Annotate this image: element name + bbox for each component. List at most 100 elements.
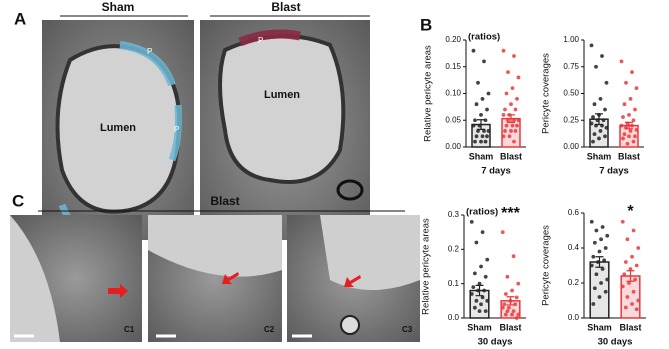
data-point xyxy=(472,305,477,310)
micrograph-sham xyxy=(42,20,194,240)
data-point xyxy=(485,298,490,303)
data-point xyxy=(597,295,602,299)
data-point xyxy=(628,129,633,133)
data-point xyxy=(627,281,631,285)
data-point xyxy=(513,129,518,133)
data-point xyxy=(625,295,630,299)
data-point xyxy=(597,249,602,254)
data-point xyxy=(471,285,476,289)
data-point xyxy=(631,228,636,233)
data-point xyxy=(480,230,485,235)
data-point xyxy=(510,288,514,293)
data-point xyxy=(482,59,486,64)
data-point xyxy=(503,312,508,317)
data-point xyxy=(514,295,519,300)
micrograph-c3 xyxy=(287,215,420,342)
data-point xyxy=(483,309,488,314)
data-point xyxy=(503,107,507,112)
data-point xyxy=(509,102,513,107)
y-tick-label: 0.20 xyxy=(445,35,461,44)
data-point xyxy=(477,281,482,286)
data-point xyxy=(482,288,487,293)
data-point xyxy=(592,102,597,107)
inset-label: C1 xyxy=(124,325,135,334)
data-point xyxy=(507,134,512,139)
data-point xyxy=(513,107,518,112)
y-tick-label: 0.05 xyxy=(445,115,461,124)
data-point xyxy=(624,80,628,85)
x-tick-label: Blast xyxy=(500,151,522,161)
y-tick-label: 0.75 xyxy=(563,62,579,71)
data-point xyxy=(600,54,604,58)
y-tick-label: 0.10 xyxy=(445,89,461,98)
data-point xyxy=(471,123,476,128)
data-point xyxy=(589,121,594,126)
data-point xyxy=(633,277,638,282)
data-point xyxy=(634,263,639,268)
data-point xyxy=(511,309,516,314)
data-point xyxy=(594,64,598,69)
data-point xyxy=(516,118,521,123)
significance: *** xyxy=(501,205,520,222)
y-tick-label: 0.0 xyxy=(448,313,460,322)
micrograph-blast xyxy=(200,20,370,240)
data-point xyxy=(628,267,633,271)
data-point xyxy=(592,240,597,245)
data-point xyxy=(507,305,511,310)
error-bar xyxy=(595,113,603,126)
data-point xyxy=(515,123,519,128)
x-tick-label: Blast xyxy=(619,322,641,332)
data-point xyxy=(485,107,489,112)
significance: * xyxy=(627,203,634,220)
data-point xyxy=(594,228,599,233)
pericyte-label: P xyxy=(147,47,152,56)
data-point xyxy=(510,86,515,91)
data-point xyxy=(474,240,479,245)
data-point xyxy=(598,96,603,101)
data-point xyxy=(603,289,608,294)
group-title: Sham xyxy=(102,0,135,14)
data-point xyxy=(589,43,594,48)
x-tick-label: Blast xyxy=(618,151,640,161)
data-point xyxy=(625,141,630,146)
y-tick-label: 0.0 xyxy=(568,313,580,322)
data-point xyxy=(510,123,515,128)
data-point xyxy=(471,48,476,53)
y-axis-label: Pericyte coverages xyxy=(541,53,552,134)
data-point xyxy=(605,233,610,238)
pericyte-label: P xyxy=(174,125,179,134)
data-point xyxy=(479,302,483,307)
data-point xyxy=(476,129,480,133)
data-point xyxy=(474,298,479,303)
y-tick-label: 0.15 xyxy=(445,62,461,71)
data-point xyxy=(620,284,625,289)
panel-label: A xyxy=(14,9,26,28)
data-point xyxy=(474,134,479,139)
data-point xyxy=(505,309,510,314)
data-point xyxy=(636,246,641,250)
data-point xyxy=(605,277,610,282)
y-tick-label: 0.2 xyxy=(568,278,580,287)
y-tick-label: 1.00 xyxy=(563,35,579,44)
data-point xyxy=(619,59,624,64)
annotation: (ratios) xyxy=(468,32,500,43)
error-bar xyxy=(507,114,515,123)
data-point xyxy=(503,292,508,296)
data-point xyxy=(630,302,634,306)
data-point xyxy=(604,125,609,130)
x-tick-label: Sham xyxy=(467,322,492,332)
data-point xyxy=(474,102,479,107)
data-point xyxy=(591,254,596,259)
y-tick-label: 0.00 xyxy=(563,142,579,151)
error-bar xyxy=(626,270,635,282)
data-point xyxy=(486,91,491,96)
x-axis-label: 30 days xyxy=(598,337,633,348)
y-tick-label: 0.4 xyxy=(568,243,580,252)
inset-label: C2 xyxy=(264,325,275,334)
data-point xyxy=(516,281,521,286)
data-point xyxy=(513,302,518,307)
data-point xyxy=(512,54,516,58)
data-point xyxy=(600,225,605,229)
data-point xyxy=(473,118,477,123)
